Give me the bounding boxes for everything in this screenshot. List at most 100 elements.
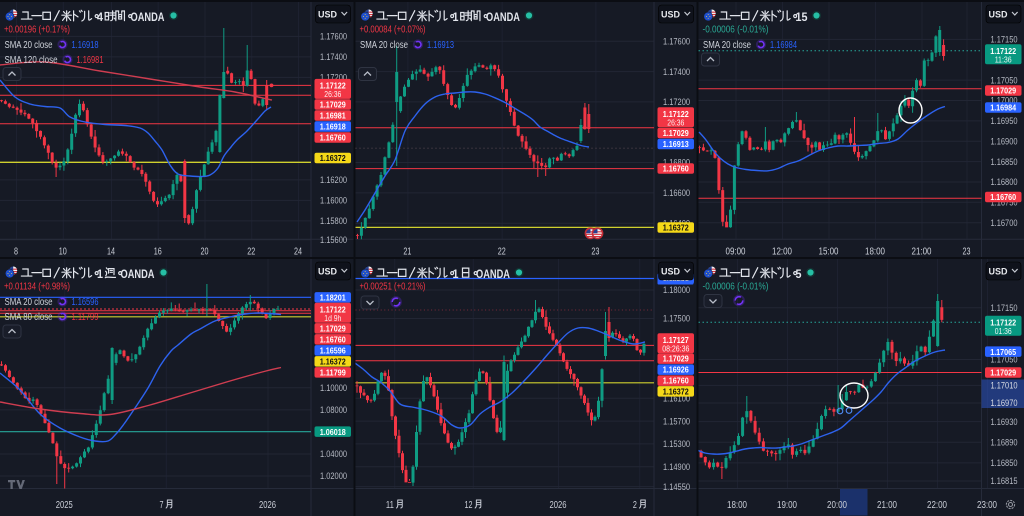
svg-text:1.17050: 1.17050 [991,75,1018,85]
svg-text:1.17029: 1.17029 [663,354,689,364]
svg-text:10: 10 [59,247,67,258]
svg-text:09:00: 09:00 [726,247,746,258]
svg-text:22:00: 22:00 [927,500,947,511]
svg-text:+0.00251 (+0.21%): +0.00251 (+0.21%) [360,282,426,293]
svg-text:20: 20 [201,247,209,258]
svg-text:+0.00084 (+0.07%): +0.00084 (+0.07%) [360,25,426,36]
svg-text:USD: USD [661,10,680,20]
svg-text:1.17029: 1.17029 [990,86,1016,96]
svg-text:1.16760: 1.16760 [663,376,689,386]
svg-text:-0.00006 (-0.01%): -0.00006 (-0.01%) [703,25,769,36]
svg-text:SMA 120 close: SMA 120 close [5,55,58,66]
svg-text:1.17200: 1.17200 [663,97,690,107]
svg-text:1.17050: 1.17050 [991,355,1018,365]
svg-text:1.17122: 1.17122 [320,81,346,91]
svg-text:14: 14 [107,247,115,258]
svg-text:24: 24 [294,247,302,258]
svg-text:1.17029: 1.17029 [990,368,1016,378]
svg-text:1.16750: 1.16750 [991,198,1018,208]
svg-text:1.17029: 1.17029 [320,323,346,333]
svg-text:1.11799: 1.11799 [72,312,99,323]
svg-text:1.16372: 1.16372 [663,387,689,397]
svg-text:2026: 2026 [550,500,567,511]
svg-text:1.02000: 1.02000 [320,471,347,481]
svg-text:2025: 2025 [56,500,73,511]
svg-text:1.08000: 1.08000 [320,405,347,415]
svg-text:1.16760: 1.16760 [320,133,346,143]
svg-text:23: 23 [963,247,971,258]
svg-text:23:00: 23:00 [977,500,997,511]
svg-text:1.17000: 1.17000 [991,96,1018,106]
svg-text:1.17400: 1.17400 [320,52,347,62]
svg-text:23: 23 [591,247,599,258]
svg-text:1.16000: 1.16000 [320,196,347,206]
svg-text:2026: 2026 [259,500,276,511]
svg-text:1.17029: 1.17029 [663,128,689,138]
svg-text:1.16596: 1.16596 [320,345,346,355]
svg-text:1: 1 [453,269,460,281]
svg-text:16: 16 [154,247,162,258]
svg-text:USD: USD [318,267,337,277]
svg-text:1.16970: 1.16970 [991,398,1018,408]
svg-text:1.16890: 1.16890 [991,437,1018,447]
svg-text:2: 2 [633,500,637,511]
svg-text:OANDA: OANDA [476,269,510,281]
svg-text:08:26:36: 08:26:36 [662,344,689,353]
svg-text:12:00: 12:00 [772,247,792,258]
svg-text:8: 8 [14,247,18,258]
svg-text:1.17200: 1.17200 [320,73,347,83]
svg-text:1: 1 [97,269,104,281]
svg-text:1.17122: 1.17122 [990,318,1016,328]
svg-text:1d 9h: 1d 9h [324,314,341,323]
svg-text:1.17029: 1.17029 [320,100,346,110]
svg-text:21:00: 21:00 [877,500,897,511]
svg-text:22: 22 [498,247,506,258]
svg-text:1.14900: 1.14900 [663,462,690,472]
svg-text:1.18000: 1.18000 [663,285,690,295]
svg-text:1.16372: 1.16372 [320,153,346,163]
svg-text:1.16800: 1.16800 [991,177,1018,187]
svg-text:1.17065: 1.17065 [990,347,1016,357]
svg-text:1.16984: 1.16984 [990,103,1016,113]
svg-text:11:36: 11:36 [995,55,1012,64]
svg-text:5: 5 [796,269,803,281]
svg-text:SMA 20 close: SMA 20 close [703,40,751,51]
svg-text:26:36: 26:36 [667,118,684,127]
svg-text:7: 7 [160,500,164,511]
svg-text:OANDA: OANDA [486,12,520,24]
svg-text:1.16600: 1.16600 [663,188,690,198]
svg-text:19:00: 19:00 [777,500,797,511]
svg-text:USD: USD [661,267,680,277]
svg-text:1.16850: 1.16850 [991,157,1018,167]
svg-text:SMA 80 close: SMA 80 close [5,312,53,323]
svg-text:USD: USD [989,10,1008,20]
svg-text:SMA 20 close: SMA 20 close [5,40,53,51]
svg-text:21: 21 [403,247,411,258]
svg-text:1.16760: 1.16760 [320,334,346,344]
svg-text:1.16918: 1.16918 [72,40,99,51]
svg-text:26:36: 26:36 [324,90,341,99]
svg-text:1.16800: 1.16800 [663,158,690,168]
svg-text:1.17150: 1.17150 [991,35,1018,45]
svg-text:1.16913: 1.16913 [663,139,689,149]
svg-text:1.17127: 1.17127 [663,335,689,345]
svg-text:12: 12 [465,500,473,511]
svg-text:1.16372: 1.16372 [663,223,689,233]
svg-text:1.16900: 1.16900 [991,136,1018,146]
svg-text:1.15800: 1.15800 [320,216,347,226]
svg-text:1.14550: 1.14550 [663,482,690,492]
svg-text:1.16981: 1.16981 [77,55,104,66]
svg-text:1.11799: 1.11799 [320,367,346,377]
svg-text:1.17122: 1.17122 [990,46,1016,56]
svg-text:15: 15 [796,12,809,24]
svg-text:1.17600: 1.17600 [320,32,347,42]
svg-text:1.17010: 1.17010 [991,381,1018,391]
svg-text:USD: USD [989,267,1008,277]
svg-text:1.16596: 1.16596 [72,297,99,308]
svg-text:22: 22 [247,247,255,258]
svg-text:USD: USD [318,10,337,20]
svg-text:1.15300: 1.15300 [663,439,690,449]
svg-text:1.16950: 1.16950 [991,116,1018,126]
svg-text:SMA 20 close: SMA 20 close [360,40,408,51]
svg-text:01:36: 01:36 [995,327,1012,336]
